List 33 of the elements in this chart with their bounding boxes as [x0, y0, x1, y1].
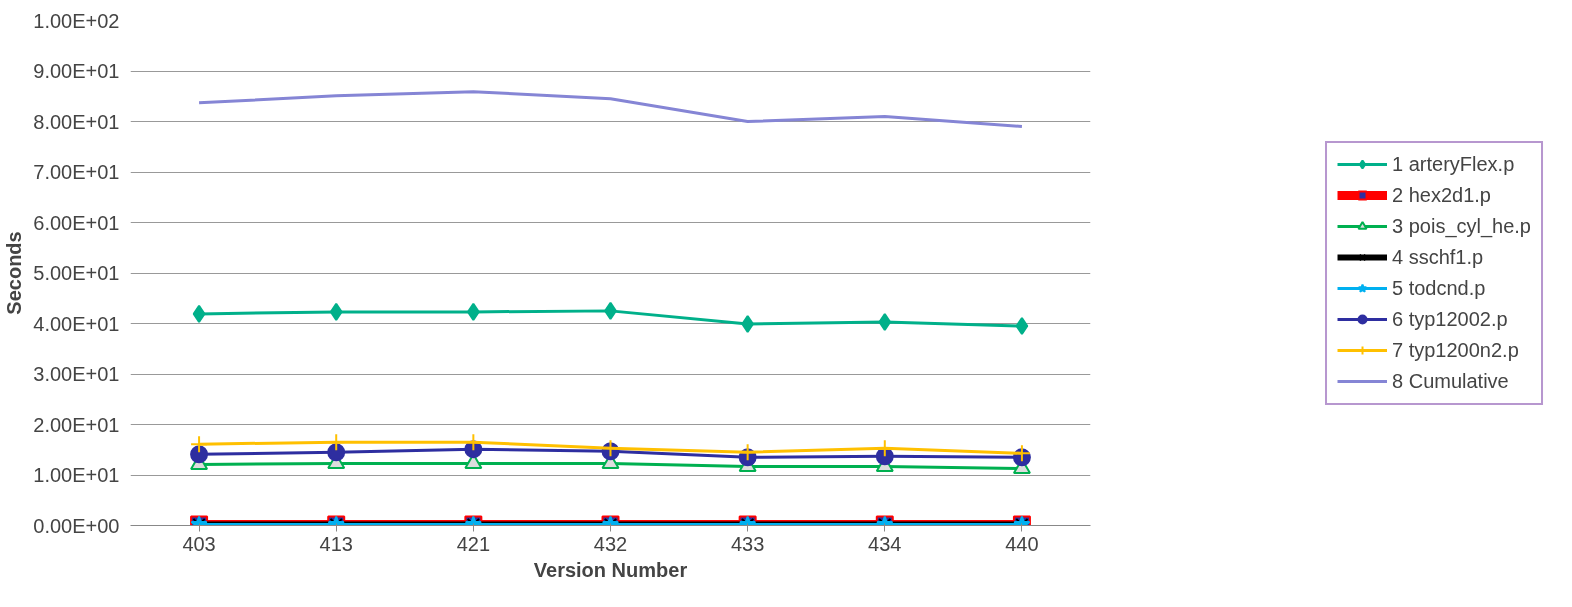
legend-label: 1 arteryFlex.p	[1392, 152, 1515, 176]
point	[329, 302, 343, 321]
legend-label: 6 typ12002.p	[1392, 307, 1508, 331]
y-tick-label: 0.00E+00	[33, 514, 120, 537]
y-tick-label: 1.00E+01	[33, 464, 120, 486]
x-tick-label: 421	[456, 532, 491, 555]
y-tick-label: 5.00E+01	[33, 262, 120, 284]
y-axis-title: Seconds	[3, 231, 26, 315]
x-tick-label: 432	[593, 532, 628, 555]
y-tick-label: 6.00E+01	[33, 211, 120, 234]
point	[878, 312, 892, 331]
legend-label: 7 typ1200n2.p	[1392, 338, 1519, 362]
y-tick-label: 1.00E+02	[33, 9, 120, 32]
line-series	[197, 90, 1024, 129]
legend-label: 8 Cumulative	[1392, 369, 1509, 393]
y-tick-label: 2.00E+01	[33, 413, 120, 436]
legend-label: 5 todcnd.p	[1392, 276, 1486, 300]
y-tick-label: 7.00E+01	[33, 161, 120, 183]
legend-label: 3 pois_cyl_he.p	[1392, 214, 1531, 238]
y-tick-label: 4.00E+01	[33, 312, 120, 335]
legend-label: 4 sschf1.p	[1392, 245, 1484, 269]
legend-label: 2 hex2d1.p	[1392, 183, 1491, 207]
point	[192, 304, 206, 323]
point	[1015, 317, 1029, 336]
x-tick-label: 433	[730, 532, 765, 555]
x-axis-title: Version Number	[533, 558, 688, 581]
x-tick-label: 434	[868, 532, 902, 555]
x-tick-label: 403	[182, 532, 216, 555]
x-tick-label: 440	[1005, 532, 1039, 555]
y-tick-label: 9.00E+01	[33, 60, 120, 82]
y-tick-label: 3.00E+01	[33, 363, 120, 385]
x-tick-label: 413	[319, 532, 353, 555]
y-tick-label: 8.00E+01	[33, 110, 120, 133]
